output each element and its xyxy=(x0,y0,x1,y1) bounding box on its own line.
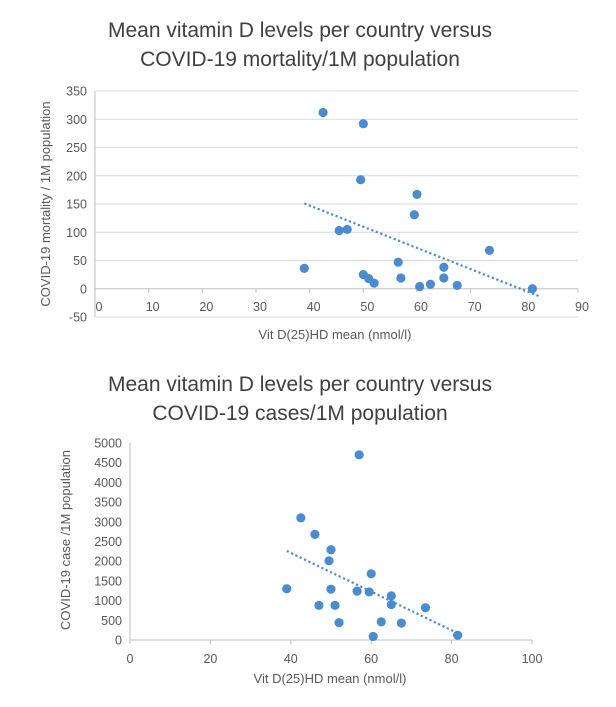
chart1-x-tick-label-4: 40 xyxy=(307,300,321,314)
chart2-y-tick-label-5: 2500 xyxy=(94,535,122,549)
chart2-y-tick-label-6: 3000 xyxy=(94,515,122,529)
chart1-title-line1: Mean vitamin D levels per country versus xyxy=(108,19,492,42)
chart2-point-16 xyxy=(376,617,386,627)
chart2-point-17 xyxy=(396,618,406,628)
chart1-y-tick-label-4: 150 xyxy=(66,198,87,212)
chart1-point-3 xyxy=(412,189,422,199)
chart1-point-0 xyxy=(318,107,328,118)
chart1-point-18 xyxy=(452,280,462,290)
chart2-axes xyxy=(129,443,533,644)
chart1-x-tick-label-2: 20 xyxy=(199,300,213,314)
chart1-x-tick-label-3: 30 xyxy=(253,300,267,314)
chart2-trendline-group xyxy=(286,549,465,638)
chart2-point-8 xyxy=(352,586,362,596)
chart1-x-tick-label-6: 60 xyxy=(414,300,428,314)
mortality-chart: Mean vitamin D levels per country versus… xyxy=(38,19,589,342)
chart1-axes xyxy=(94,91,579,317)
chart2-title-line1: Mean vitamin D levels per country versus xyxy=(108,373,492,396)
chart1-y-axis-label: COVID-19 mortality / 1M population xyxy=(38,101,53,306)
chart2-point-0 xyxy=(354,450,364,460)
chart1-point-17 xyxy=(415,281,425,292)
chart2-y-tick-label-4: 2000 xyxy=(94,555,122,569)
chart1-trendline-group xyxy=(303,202,541,298)
chart1-point-4 xyxy=(409,210,419,220)
chart2-point-1 xyxy=(296,513,306,523)
chart1-y-tick-label-3: 100 xyxy=(66,226,87,240)
chart1-y-tick-label-2: 50 xyxy=(73,254,87,268)
chart2-y-axis-label: COVID-19 case /1M population xyxy=(58,450,73,630)
chart2-point-3 xyxy=(326,545,336,555)
chart1-x-tick-label-1: 10 xyxy=(146,300,160,314)
chart2-point-13 xyxy=(330,600,340,610)
chart1-x-tick-label-5: 50 xyxy=(360,300,374,314)
chart1-x-tick-label-9: 90 xyxy=(575,300,589,314)
chart2-point-15 xyxy=(334,618,344,628)
chart2-y-tick-label-7: 3500 xyxy=(94,496,122,510)
chart1-point-2 xyxy=(356,175,366,185)
chart1-point-16 xyxy=(425,279,436,289)
chart1-point-11 xyxy=(396,273,406,283)
chart1-trendline xyxy=(303,202,541,298)
chart1-x-tick-label-7: 70 xyxy=(468,300,482,314)
chart2-point-10 xyxy=(386,591,396,601)
chart2-y-tick-label-8: 4000 xyxy=(94,476,122,490)
chart2-trendline xyxy=(286,549,465,638)
chart1-points xyxy=(299,107,537,294)
chart1-point-5 xyxy=(342,224,352,235)
chart2-x-tick-label-1: 20 xyxy=(203,652,217,666)
chart2-point-18 xyxy=(368,631,378,642)
chart2-x-axis-label: Vit D(25)HD mean (nmol/l) xyxy=(254,671,407,686)
chart2-points xyxy=(282,450,463,642)
chart1-x-tick-labels: 0 10 20 30 40 50 60 70 80 90 xyxy=(96,300,589,314)
chart2-y-tick-labels: 0 500 1000 1500 2000 2500 3000 3500 4000 4500 5000 xyxy=(94,437,122,648)
chart2-x-tick-label-3: 60 xyxy=(364,652,378,666)
cases-chart: Mean vitamin D levels per country versus… xyxy=(58,373,542,686)
chart2-point-7 xyxy=(326,584,336,594)
chart1-y-tick-label-1: 0 xyxy=(80,282,87,296)
chart1-point-15 xyxy=(369,278,379,288)
chart1-y-tick-label-0: -50 xyxy=(69,311,87,325)
chart1-point-19 xyxy=(527,284,537,294)
chart1-y-tick-labels: -50 0 50 100 150 200 250 300 350 xyxy=(66,85,87,325)
chart2-y-tick-label-1: 500 xyxy=(101,614,122,628)
chart1-point-6 xyxy=(334,225,344,236)
chart1-point-1 xyxy=(358,119,368,129)
chart2-point-2 xyxy=(310,529,320,540)
chart2-point-11 xyxy=(386,599,396,610)
chart1-point-8 xyxy=(299,263,309,274)
chart2-x-tick-label-4: 80 xyxy=(445,652,459,666)
chart2-point-19 xyxy=(453,630,463,640)
chart2-x-tick-label-5: 100 xyxy=(522,652,543,666)
chart2-y-tick-label-0: 0 xyxy=(115,634,122,648)
chart2-y-tick-label-9: 4500 xyxy=(94,456,122,470)
chart2-x-tick-label-0: 0 xyxy=(127,652,134,666)
chart2-point-14 xyxy=(420,603,431,613)
chart2-y-tick-label-3: 1500 xyxy=(94,574,122,588)
chart1-x-axis-label: Vit D(25)HD mean (nmol/l) xyxy=(259,327,412,342)
chart1-title-line2: COVID-19 mortality/1M population xyxy=(140,48,460,71)
chart1-y-tick-label-5: 200 xyxy=(66,169,87,183)
chart1-x-tick-label-8: 80 xyxy=(521,300,535,314)
chart1-point-7 xyxy=(484,245,495,255)
chart2-point-6 xyxy=(282,584,292,594)
chart1-point-10 xyxy=(439,262,449,272)
chart2-y-tick-label-10: 5000 xyxy=(94,437,122,451)
chart1-y-tick-label-7: 300 xyxy=(66,113,87,127)
chart2-point-5 xyxy=(366,569,376,579)
chart1-x-tick-label-0: 0 xyxy=(96,300,103,314)
chart2-point-4 xyxy=(324,556,334,566)
chart2-point-9 xyxy=(364,587,374,597)
chart1-point-9 xyxy=(393,257,403,267)
chart2-point-12 xyxy=(314,600,324,610)
chart1-point-12 xyxy=(439,273,449,283)
chart2-x-tick-label-2: 40 xyxy=(284,652,298,666)
chart2-x-tick-labels: 0 20 40 60 80 100 xyxy=(127,652,543,666)
chart2-y-tick-label-2: 1000 xyxy=(94,594,122,608)
chart1-y-tick-label-6: 250 xyxy=(66,141,87,155)
chart1-y-tick-label-8: 350 xyxy=(66,85,87,99)
chart2-title-line2: COVID-19 cases/1M population xyxy=(152,402,447,425)
